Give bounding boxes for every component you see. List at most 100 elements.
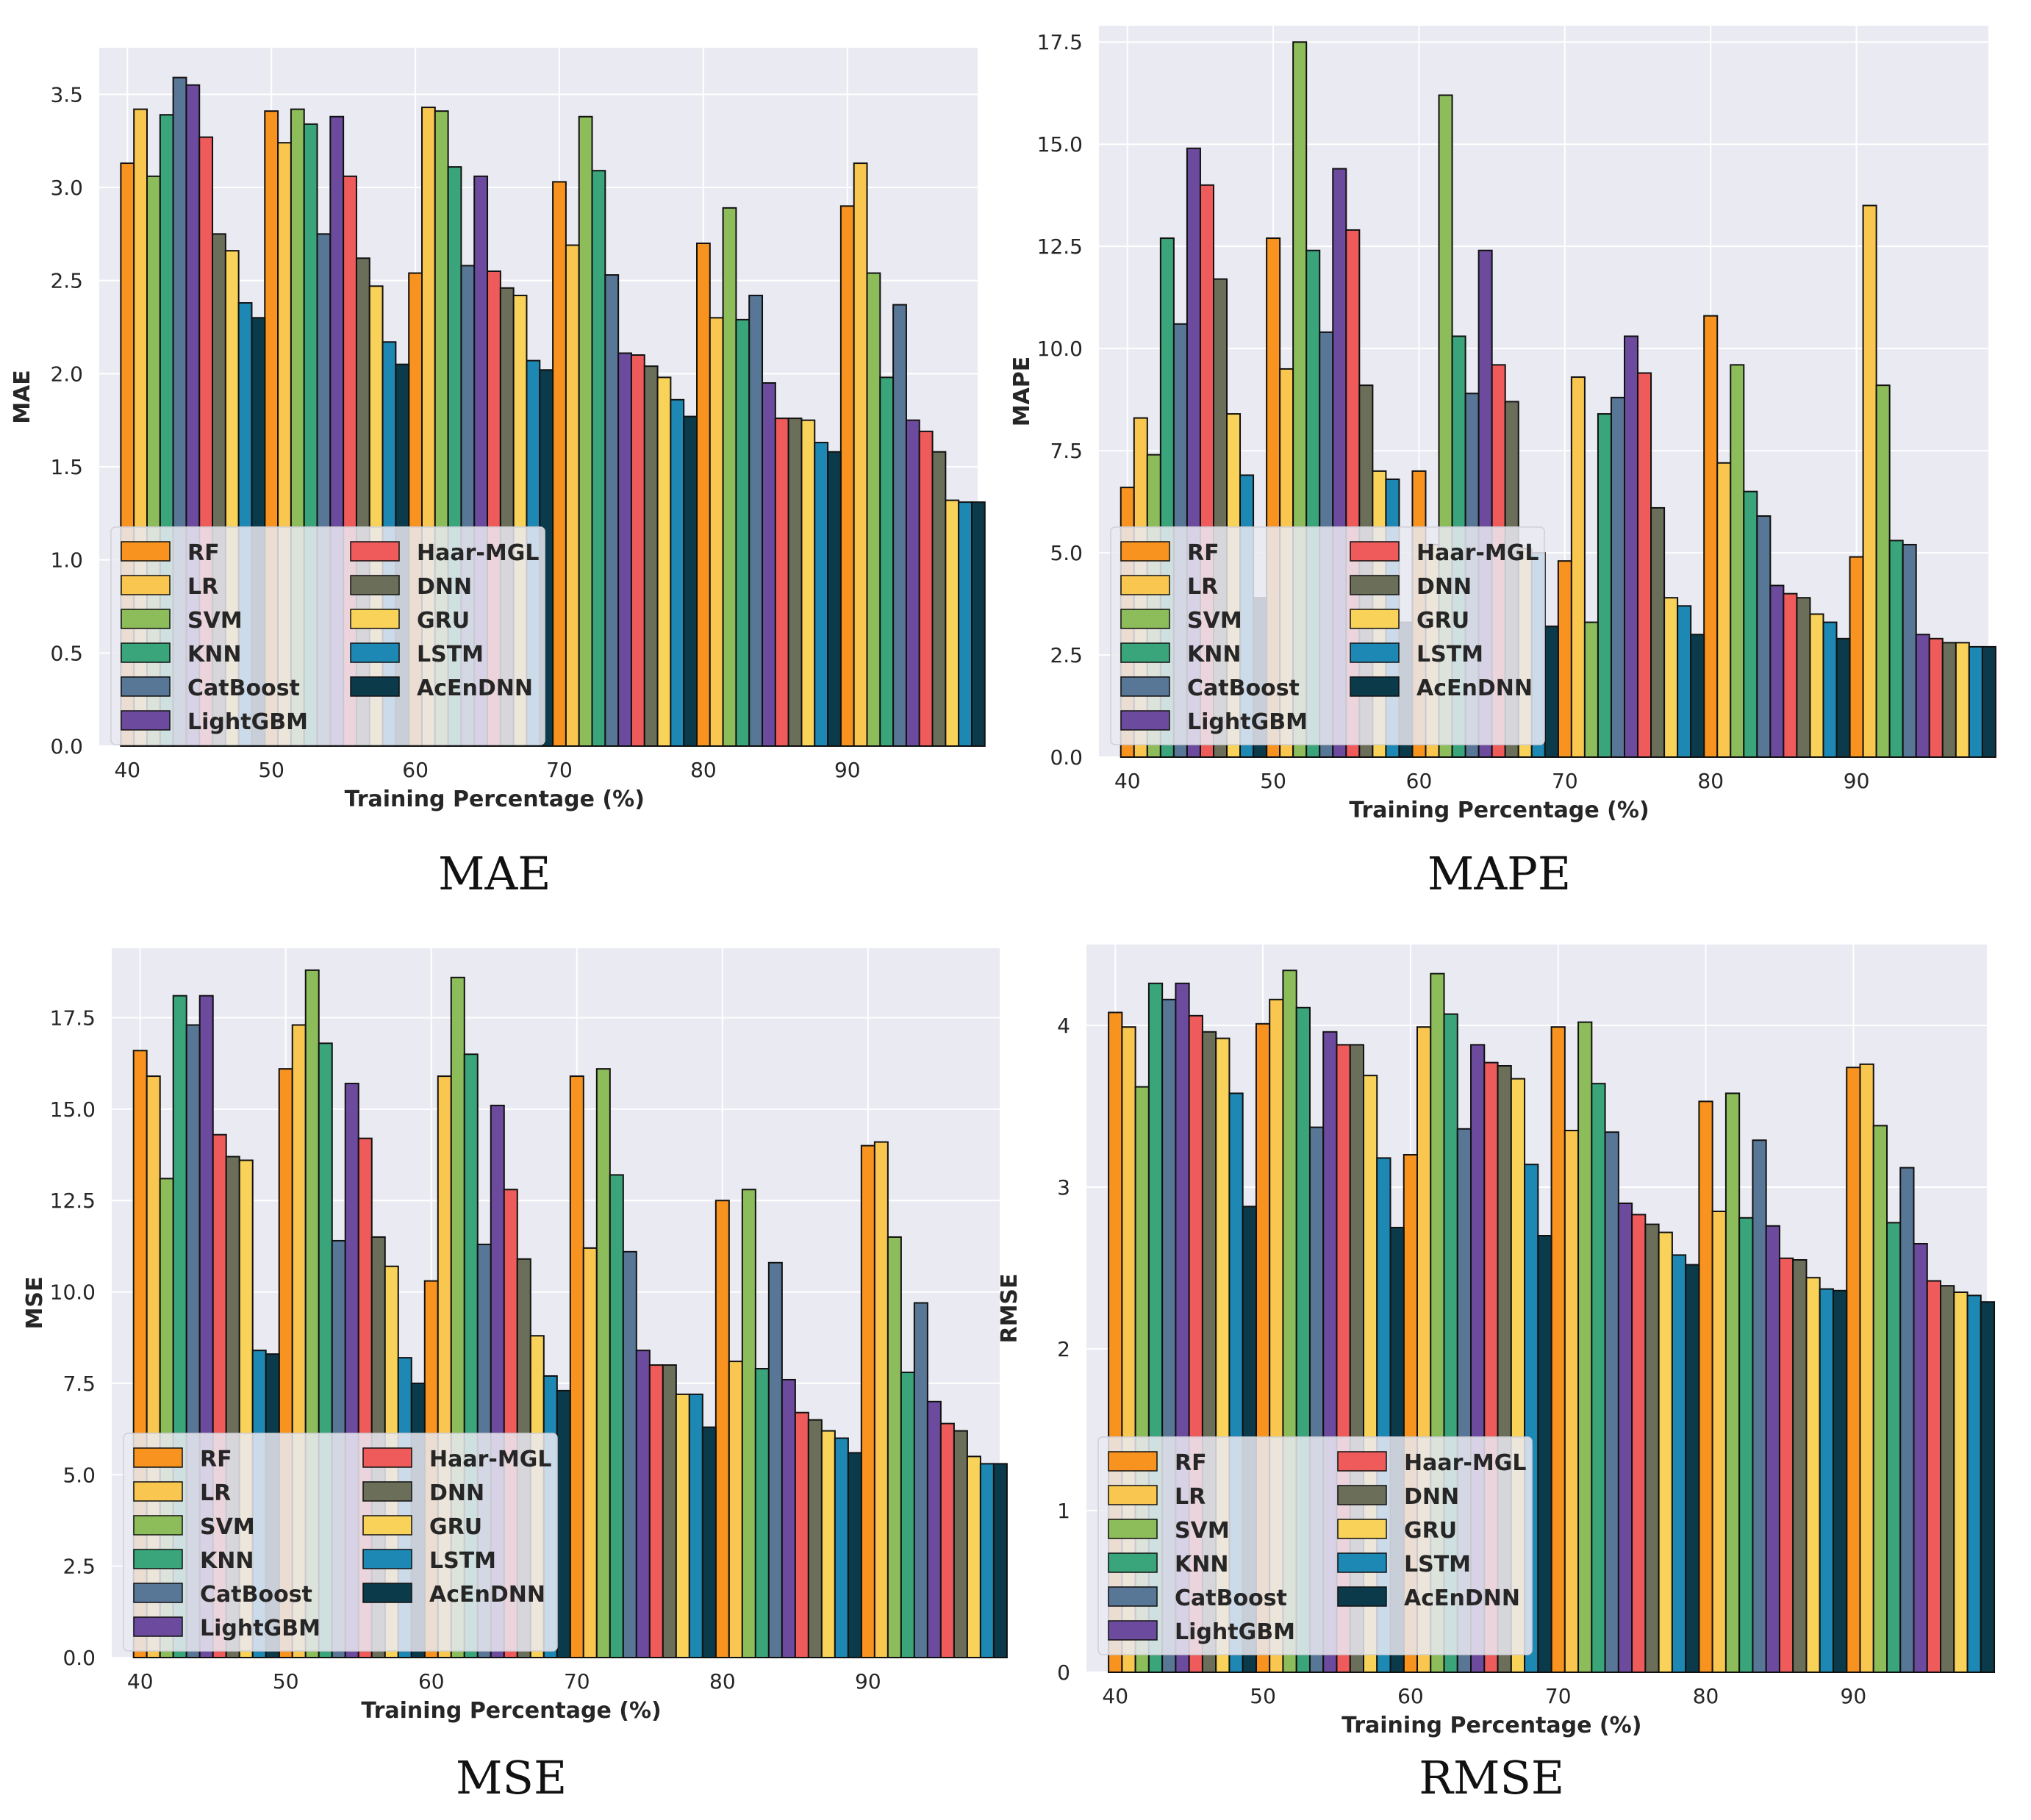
y-tick-label: 1 [1057,1499,1070,1523]
legend-swatch-dnn [1337,1485,1387,1505]
bar-knn-80 [1738,1217,1754,1674]
legend-label-lightgbm: LightGBM [1187,709,1308,735]
bar-lr-70 [565,244,580,747]
legend [1097,1436,1533,1655]
bar-svm-80 [1724,1092,1741,1673]
bar-lstm-90 [979,1463,995,1658]
bar-acendnn-90 [992,1463,1008,1658]
legend [123,1433,558,1652]
legend-swatch-knn [1120,642,1170,663]
x-tick-label: 50 [1250,1684,1276,1708]
bar-lightgbm-80 [1765,1225,1780,1674]
legend-swatch-lstm [362,1549,412,1569]
chart-caption: MAE [438,847,551,900]
x-tick-label: 80 [690,758,717,782]
y-tick-label: 5.0 [1050,541,1083,565]
y-tick-label: 3.0 [50,176,83,200]
legend-label-gru: GRU [429,1514,482,1540]
x-tick-label: 80 [1693,1684,1719,1708]
bar-lstm-80 [1822,621,1838,759]
bar-lstm-70 [1677,605,1692,758]
bar-gru-90 [966,1455,981,1658]
x-tick-label: 60 [1406,769,1433,793]
y-tick-label: 7.5 [1050,439,1083,463]
legend [110,526,545,745]
bar-dnn-80 [1792,1259,1808,1673]
bar-acendnn-90 [1980,1301,1996,1673]
legend-label-haar-mgl: Haar-MGL [1416,540,1539,566]
bar-lstm-70 [670,398,685,747]
bar-haar-mgl-70 [1631,1214,1647,1673]
bar-dnn-90 [1940,1285,1955,1673]
bar-haar-mgl-90 [1926,1280,1942,1673]
legend-label-svm: SVM [1175,1518,1230,1544]
bar-knn-90 [879,376,895,748]
y-axis-label: RMSE [997,1273,1022,1343]
legend-swatch-rf [1108,1451,1158,1472]
bar-lr-80 [709,317,724,748]
legend-label-lstm: LSTM [417,642,484,667]
y-tick-label: 0 [1057,1660,1070,1685]
bar-lstm-90 [1968,645,1983,758]
x-tick-label: 90 [1844,769,1870,793]
legend-label-knn: KNN [1175,1552,1228,1577]
bar-rf-80 [714,1200,730,1658]
legend-swatch-lr [1120,575,1170,595]
chart-mse: 0.0 2.5 5.0 7.5 10.0 12.5 15.0 17.5 40 50 60 70 80 90… [22,948,1008,1805]
legend-swatch-gru [1350,609,1400,629]
bar-lr-70 [582,1247,598,1658]
bar-rf-90 [860,1144,875,1658]
bar-lr-90 [873,1141,889,1658]
y-tick-label: 0.5 [50,641,83,665]
legend-swatch-knn [133,1549,183,1569]
x-tick-label: 60 [402,758,429,782]
bar-lightgbm-90 [905,419,920,748]
legend-label-rf: RF [187,540,220,566]
legend-label-lightgbm: LightGBM [187,709,308,735]
bar-acendnn-60 [1544,626,1559,759]
y-tick-label: 3.5 [50,82,83,107]
bar-haar-mgl-80 [1778,1257,1794,1674]
bar-dnn-80 [807,1419,823,1659]
bar-gru-80 [820,1430,836,1658]
bar-catboost-90 [1899,1167,1915,1673]
legend-swatch-svm [1108,1519,1158,1539]
y-axis-label: MAPE [1009,357,1035,427]
legend-label-dnn: DNN [429,1480,484,1506]
legend [1110,526,1545,745]
x-tick-label: 50 [1260,769,1286,793]
y-tick-label: 10.0 [1037,337,1083,361]
bar-knn-70 [609,1174,624,1659]
legend-swatch-svm [1120,609,1170,629]
legend-swatch-lr [121,575,171,595]
legend-swatch-catboost [1108,1586,1158,1607]
legend-swatch-lightgbm [1108,1620,1158,1641]
bar-lightgbm-80 [1769,584,1785,758]
y-tick-label: 1.5 [50,455,83,479]
chart-caption: MSE [456,1751,567,1805]
legend-swatch-acendnn [1337,1586,1387,1607]
chart-caption: MAPE [1428,847,1571,900]
bar-catboost-80 [748,294,764,747]
legend-swatch-dnn [362,1481,412,1502]
bar-lstm-80 [1819,1288,1834,1673]
bar-acendnn-80 [847,1452,862,1659]
bar-gru-70 [1658,1231,1673,1673]
bar-knn-80 [754,1368,770,1659]
bar-svm-80 [722,207,737,748]
bar-haar-mgl-90 [1928,637,1944,758]
y-tick-label: 3 [1057,1175,1070,1200]
legend-label-dnn: DNN [1404,1484,1459,1510]
bar-catboost-90 [913,1302,928,1658]
bar-svm-80 [741,1189,756,1658]
x-tick-label: 70 [1552,769,1578,793]
bar-acendnn-70 [701,1426,717,1658]
bar-gru-70 [675,1393,690,1659]
legend-swatch-lstm [1337,1552,1387,1573]
bar-svm-90 [1875,384,1891,758]
x-tick-label: 40 [114,758,140,782]
legend-label-lstm: LSTM [429,1548,496,1574]
bar-lr-70 [1570,376,1586,758]
x-tick-label: 50 [258,758,284,782]
